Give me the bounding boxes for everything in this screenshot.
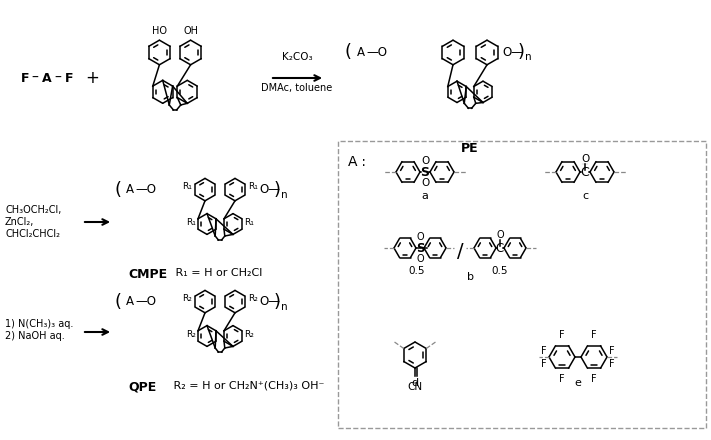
Text: ): ) — [273, 293, 280, 311]
Text: 2) NaOH aq.: 2) NaOH aq. — [5, 331, 65, 341]
Text: O: O — [416, 232, 424, 242]
Text: —O: —O — [366, 46, 387, 59]
Text: F: F — [541, 359, 547, 369]
Text: DMAc, toluene: DMAc, toluene — [262, 83, 333, 93]
Text: CH₃OCH₂Cl,: CH₃OCH₂Cl, — [5, 205, 61, 215]
Text: /: / — [456, 242, 464, 260]
Text: QPE: QPE — [128, 380, 156, 393]
Text: CN: CN — [407, 382, 422, 392]
Text: a: a — [422, 191, 429, 201]
Text: O: O — [416, 254, 424, 264]
Text: F: F — [65, 72, 73, 84]
Text: :: : — [357, 155, 366, 169]
Text: +: + — [85, 69, 99, 87]
Text: R₁ = H or CH₂Cl: R₁ = H or CH₂Cl — [165, 268, 262, 278]
Text: n: n — [281, 301, 288, 312]
Text: R₂: R₂ — [245, 330, 255, 338]
Text: 0.5: 0.5 — [492, 266, 508, 276]
Text: –: – — [55, 71, 61, 85]
Text: F: F — [591, 330, 597, 340]
Text: O—: O— — [502, 46, 523, 59]
Text: —O: —O — [135, 183, 156, 196]
Text: A: A — [348, 155, 358, 169]
Text: A: A — [357, 46, 365, 59]
Text: 0.5: 0.5 — [409, 266, 425, 276]
Text: R₁: R₁ — [182, 182, 192, 191]
Text: PE: PE — [461, 142, 479, 155]
Text: F: F — [559, 330, 565, 340]
Text: R₂: R₂ — [248, 294, 258, 303]
Text: F: F — [591, 374, 597, 384]
Text: O: O — [496, 230, 504, 240]
Text: O: O — [421, 178, 429, 188]
Text: K₂CO₃: K₂CO₃ — [282, 52, 312, 62]
Text: F: F — [541, 345, 547, 356]
Text: O: O — [421, 156, 429, 166]
Text: R₁: R₁ — [186, 217, 196, 227]
Text: HO: HO — [152, 26, 167, 36]
Text: O—: O— — [260, 183, 280, 196]
Text: F: F — [609, 359, 614, 369]
Text: ): ) — [273, 180, 280, 198]
Text: C: C — [581, 165, 589, 179]
Text: F: F — [21, 72, 29, 84]
Text: (: ( — [114, 180, 122, 198]
Text: A: A — [42, 72, 52, 84]
Text: CHCl₂CHCl₂: CHCl₂CHCl₂ — [5, 229, 60, 239]
Text: S: S — [420, 165, 429, 179]
Text: e: e — [574, 378, 582, 388]
Text: ): ) — [518, 44, 524, 62]
Text: —O: —O — [135, 295, 156, 308]
Text: OH: OH — [183, 26, 198, 36]
Text: d: d — [412, 378, 419, 388]
Text: O—: O— — [260, 295, 280, 308]
Text: c: c — [582, 191, 588, 201]
Text: R₁: R₁ — [245, 217, 255, 227]
Text: (: ( — [114, 293, 122, 311]
Text: ZnCl₂,: ZnCl₂, — [5, 217, 34, 227]
Text: R₂: R₂ — [182, 294, 192, 303]
Text: (: ( — [345, 44, 351, 62]
Text: n: n — [281, 190, 288, 200]
Text: C: C — [496, 242, 504, 254]
Text: F: F — [559, 374, 565, 384]
Text: CMPE: CMPE — [128, 268, 167, 281]
Text: O: O — [581, 154, 589, 164]
Text: b: b — [466, 272, 474, 282]
Text: A: A — [126, 183, 134, 196]
Text: n: n — [525, 52, 532, 62]
Text: –: – — [31, 71, 38, 85]
Text: R₂: R₂ — [186, 330, 196, 338]
Text: F: F — [609, 345, 614, 356]
Text: 1) N(CH₃)₃ aq.: 1) N(CH₃)₃ aq. — [5, 319, 73, 329]
Text: R₁: R₁ — [248, 182, 258, 191]
Bar — [338, 141, 706, 428]
Text: A: A — [126, 295, 134, 308]
Text: R₂ = H or CH₂N⁺(CH₃)₃ OH⁻: R₂ = H or CH₂N⁺(CH₃)₃ OH⁻ — [163, 380, 324, 390]
Text: S: S — [416, 242, 424, 254]
